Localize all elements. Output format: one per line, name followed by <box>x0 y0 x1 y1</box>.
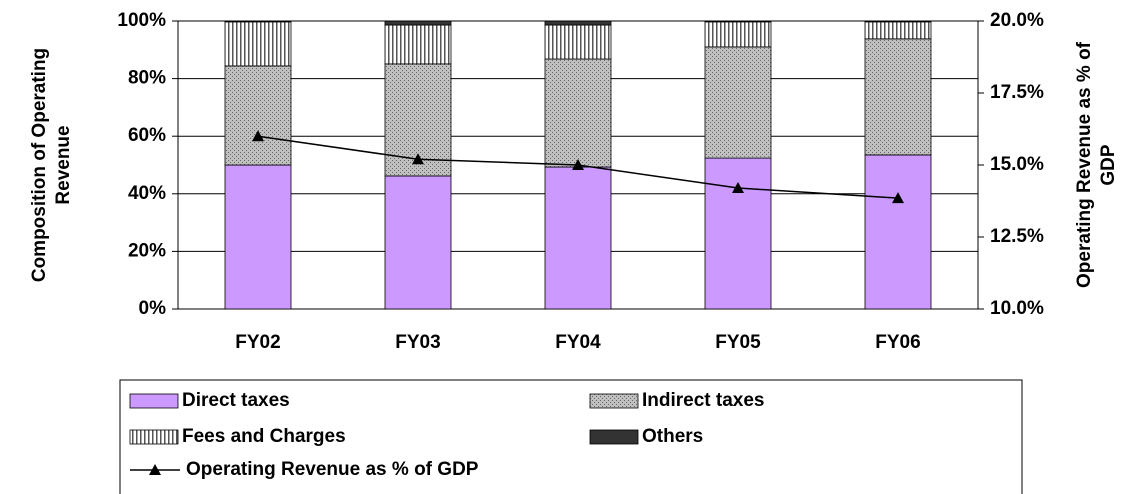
y-tick-label: 100% <box>117 10 166 31</box>
bar-segment <box>864 21 932 40</box>
y2-axis-title: GDP <box>1098 144 1119 186</box>
bar-segment <box>384 20 452 26</box>
bar-segment <box>544 24 612 60</box>
marker <box>572 159 584 170</box>
bar-segment <box>224 20 292 23</box>
bar-segment <box>544 166 612 310</box>
legend-box <box>119 379 1023 494</box>
y-tick-label: 80% <box>128 68 166 89</box>
legend-swatch <box>129 429 179 445</box>
legend-label: Direct taxes <box>182 390 290 411</box>
legend-label: Operating Revenue as % of GDP <box>186 459 479 480</box>
y2-tick-label: 15.0% <box>990 154 1044 175</box>
legend-label: Indirect taxes <box>642 390 765 411</box>
x-tick-label: FY03 <box>395 332 440 353</box>
bar-segment <box>704 46 772 159</box>
y-axis-title: Revenue <box>53 125 74 204</box>
bar-segment <box>864 20 932 23</box>
legend-label: Others <box>642 426 703 447</box>
marker <box>412 153 424 165</box>
x-tick-label: FY02 <box>235 332 280 353</box>
y2-tick-label: 10.0% <box>990 298 1044 319</box>
bar-segment <box>704 157 772 310</box>
marker <box>252 130 264 142</box>
bar-segment <box>864 38 932 156</box>
x-tick-label: FY06 <box>875 332 920 353</box>
bar-segment <box>544 58 612 168</box>
y-tick-label: 60% <box>128 125 166 146</box>
bar-segment <box>384 175 452 310</box>
y-tick-label: 40% <box>128 183 166 204</box>
bar-segment <box>224 164 292 310</box>
y2-tick-label: 20.0% <box>990 10 1044 31</box>
y-axis-title: Composition of Operating <box>29 48 50 282</box>
bar-segment <box>544 20 612 26</box>
y2-tick-label: 17.5% <box>990 82 1044 103</box>
bar-segment <box>224 65 292 166</box>
bar-segment <box>384 24 452 65</box>
legend-swatch <box>129 393 179 409</box>
legend-marker <box>149 464 161 475</box>
y2-tick-label: 12.5% <box>990 226 1044 247</box>
bar-segment <box>704 21 772 48</box>
x-tick-label: FY04 <box>555 332 601 353</box>
legend-swatch <box>589 429 639 445</box>
legend-label: Fees and Charges <box>182 426 346 447</box>
legend-swatch <box>589 393 639 409</box>
marker <box>892 192 904 204</box>
marker <box>732 182 744 194</box>
bar-segment <box>224 21 292 67</box>
x-tick-label: FY05 <box>715 332 761 353</box>
bar-segment <box>864 154 932 310</box>
y-tick-label: 20% <box>128 240 166 261</box>
y2-axis-title: Operating Revenue as % of <box>1074 41 1095 288</box>
bar-segment <box>704 20 772 23</box>
y-tick-label: 0% <box>139 298 167 319</box>
